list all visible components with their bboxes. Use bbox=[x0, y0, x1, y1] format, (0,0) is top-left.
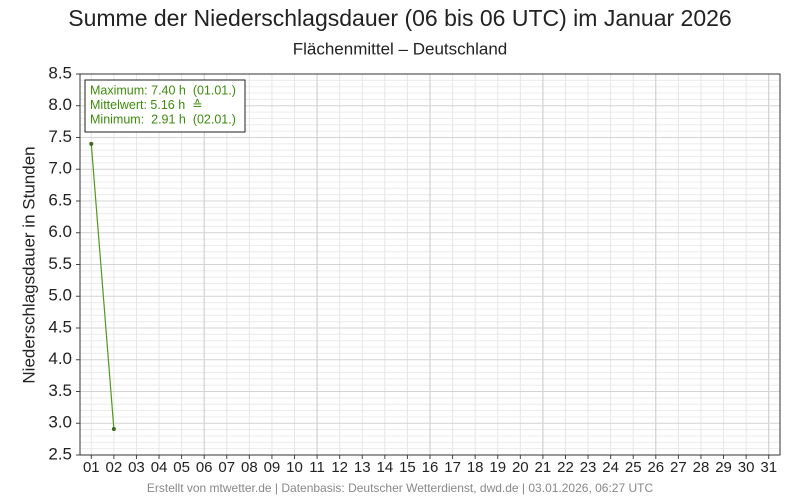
x-tick-label: 06 bbox=[196, 459, 213, 476]
chart-title: Summe der Niederschlagsdauer (06 bis 06 … bbox=[68, 5, 731, 31]
y-axis-label: Niederschlagsdauer in Stunden bbox=[19, 146, 38, 383]
annotation: Maximum: 7.40 h (01.01.) bbox=[90, 83, 236, 97]
y-tick-label: 7.0 bbox=[48, 159, 72, 178]
y-tick-label: 6.5 bbox=[48, 190, 72, 209]
x-tick-label: 25 bbox=[625, 459, 642, 476]
y-tick-label: 7.5 bbox=[48, 127, 72, 146]
annotation: Minimum: 2.91 h (02.01.) bbox=[90, 112, 236, 126]
x-tick-label: 04 bbox=[151, 459, 168, 476]
x-tick-label: 07 bbox=[218, 459, 235, 476]
y-tick-label: 5.0 bbox=[48, 286, 72, 305]
x-tick-label: 08 bbox=[241, 459, 258, 476]
x-tick-label: 15 bbox=[399, 459, 416, 476]
x-tick-label: 09 bbox=[264, 459, 281, 476]
x-tick-label: 19 bbox=[489, 459, 506, 476]
x-tick-label: 28 bbox=[693, 459, 710, 476]
annotation-frame bbox=[84, 79, 246, 133]
y-tick-label: 3.5 bbox=[48, 381, 72, 400]
y-tick-label: 6.0 bbox=[48, 222, 72, 241]
x-tick-label: 20 bbox=[512, 459, 529, 476]
x-tick-label: 24 bbox=[602, 459, 619, 476]
annotation-box: Maximum: 7.40 h (01.01.)Mittelwert: 5.16… bbox=[84, 79, 246, 133]
x-tick-label: 14 bbox=[376, 459, 393, 476]
chart-subtitle: Flächenmittel – Deutschland bbox=[293, 39, 508, 58]
x-tick-label: 11 bbox=[309, 459, 325, 476]
y-tick-label: 4.5 bbox=[48, 317, 72, 336]
x-tick-label: 13 bbox=[354, 459, 371, 476]
marker bbox=[111, 426, 116, 431]
x-tick-label: 26 bbox=[647, 459, 664, 476]
x-tick-label: 05 bbox=[173, 459, 190, 476]
marker bbox=[89, 141, 94, 146]
x-tick-label: 17 bbox=[444, 459, 461, 476]
x-tick-label: 01 bbox=[83, 459, 100, 476]
x-tick-label: 10 bbox=[286, 459, 303, 476]
x-tick-label: 21 bbox=[535, 459, 552, 476]
line bbox=[90, 143, 115, 430]
x-tick-label: 12 bbox=[331, 459, 348, 476]
y-tick-label: 2.5 bbox=[48, 444, 72, 463]
x-tick-label: 30 bbox=[738, 459, 755, 476]
y-tick-label: 3.0 bbox=[48, 413, 72, 432]
x-tick-label: 02 bbox=[106, 459, 123, 476]
footer: Erstellt von mtwetter.de | Datenbasis: D… bbox=[147, 481, 654, 495]
x-tick-label: 27 bbox=[670, 459, 687, 476]
x-tick-label: 03 bbox=[128, 459, 145, 476]
plot-frame bbox=[79, 73, 781, 456]
y-tick-label: 4.0 bbox=[48, 349, 72, 368]
x-tick-label: 22 bbox=[557, 459, 574, 476]
y-tick-label: 8.5 bbox=[48, 63, 72, 82]
x-tick-label: 16 bbox=[422, 459, 439, 476]
x-tick-label: 23 bbox=[580, 459, 597, 476]
annotation: Mittelwert: 5.16 h ≙ bbox=[90, 98, 203, 112]
x-tick-label: 18 bbox=[467, 459, 484, 476]
y-tick-label: 5.5 bbox=[48, 254, 72, 273]
y-tick-label: 8.0 bbox=[48, 95, 72, 114]
x-tick-label: 29 bbox=[715, 459, 732, 476]
x-tick-label: 31 bbox=[760, 459, 777, 476]
